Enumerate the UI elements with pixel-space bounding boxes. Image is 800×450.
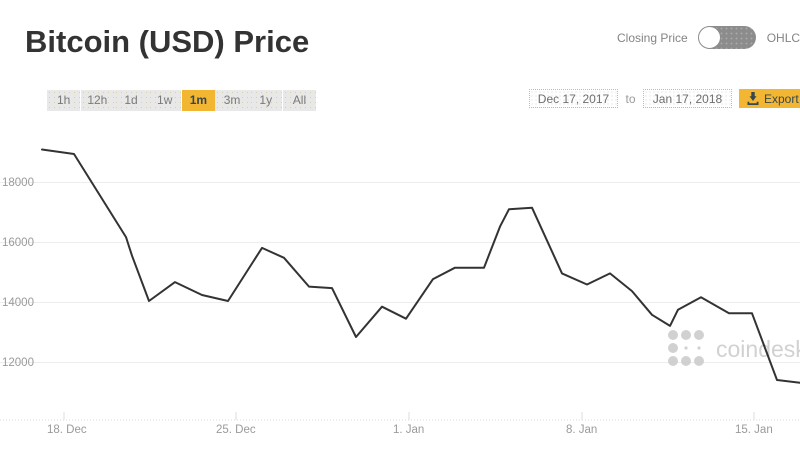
svg-text:16000: 16000	[2, 237, 34, 249]
svg-text:12000: 12000	[2, 357, 34, 369]
svg-text:1. Jan: 1. Jan	[393, 424, 424, 436]
svg-text:25. Dec: 25. Dec	[216, 424, 256, 436]
svg-text:14000: 14000	[2, 297, 34, 309]
svg-text:18000: 18000	[2, 177, 34, 189]
svg-text:coindesk: coindesk	[716, 336, 800, 362]
svg-text:8. Jan: 8. Jan	[566, 424, 597, 436]
svg-text:18. Dec: 18. Dec	[47, 424, 87, 436]
svg-text:15. Jan: 15. Jan	[735, 424, 773, 436]
